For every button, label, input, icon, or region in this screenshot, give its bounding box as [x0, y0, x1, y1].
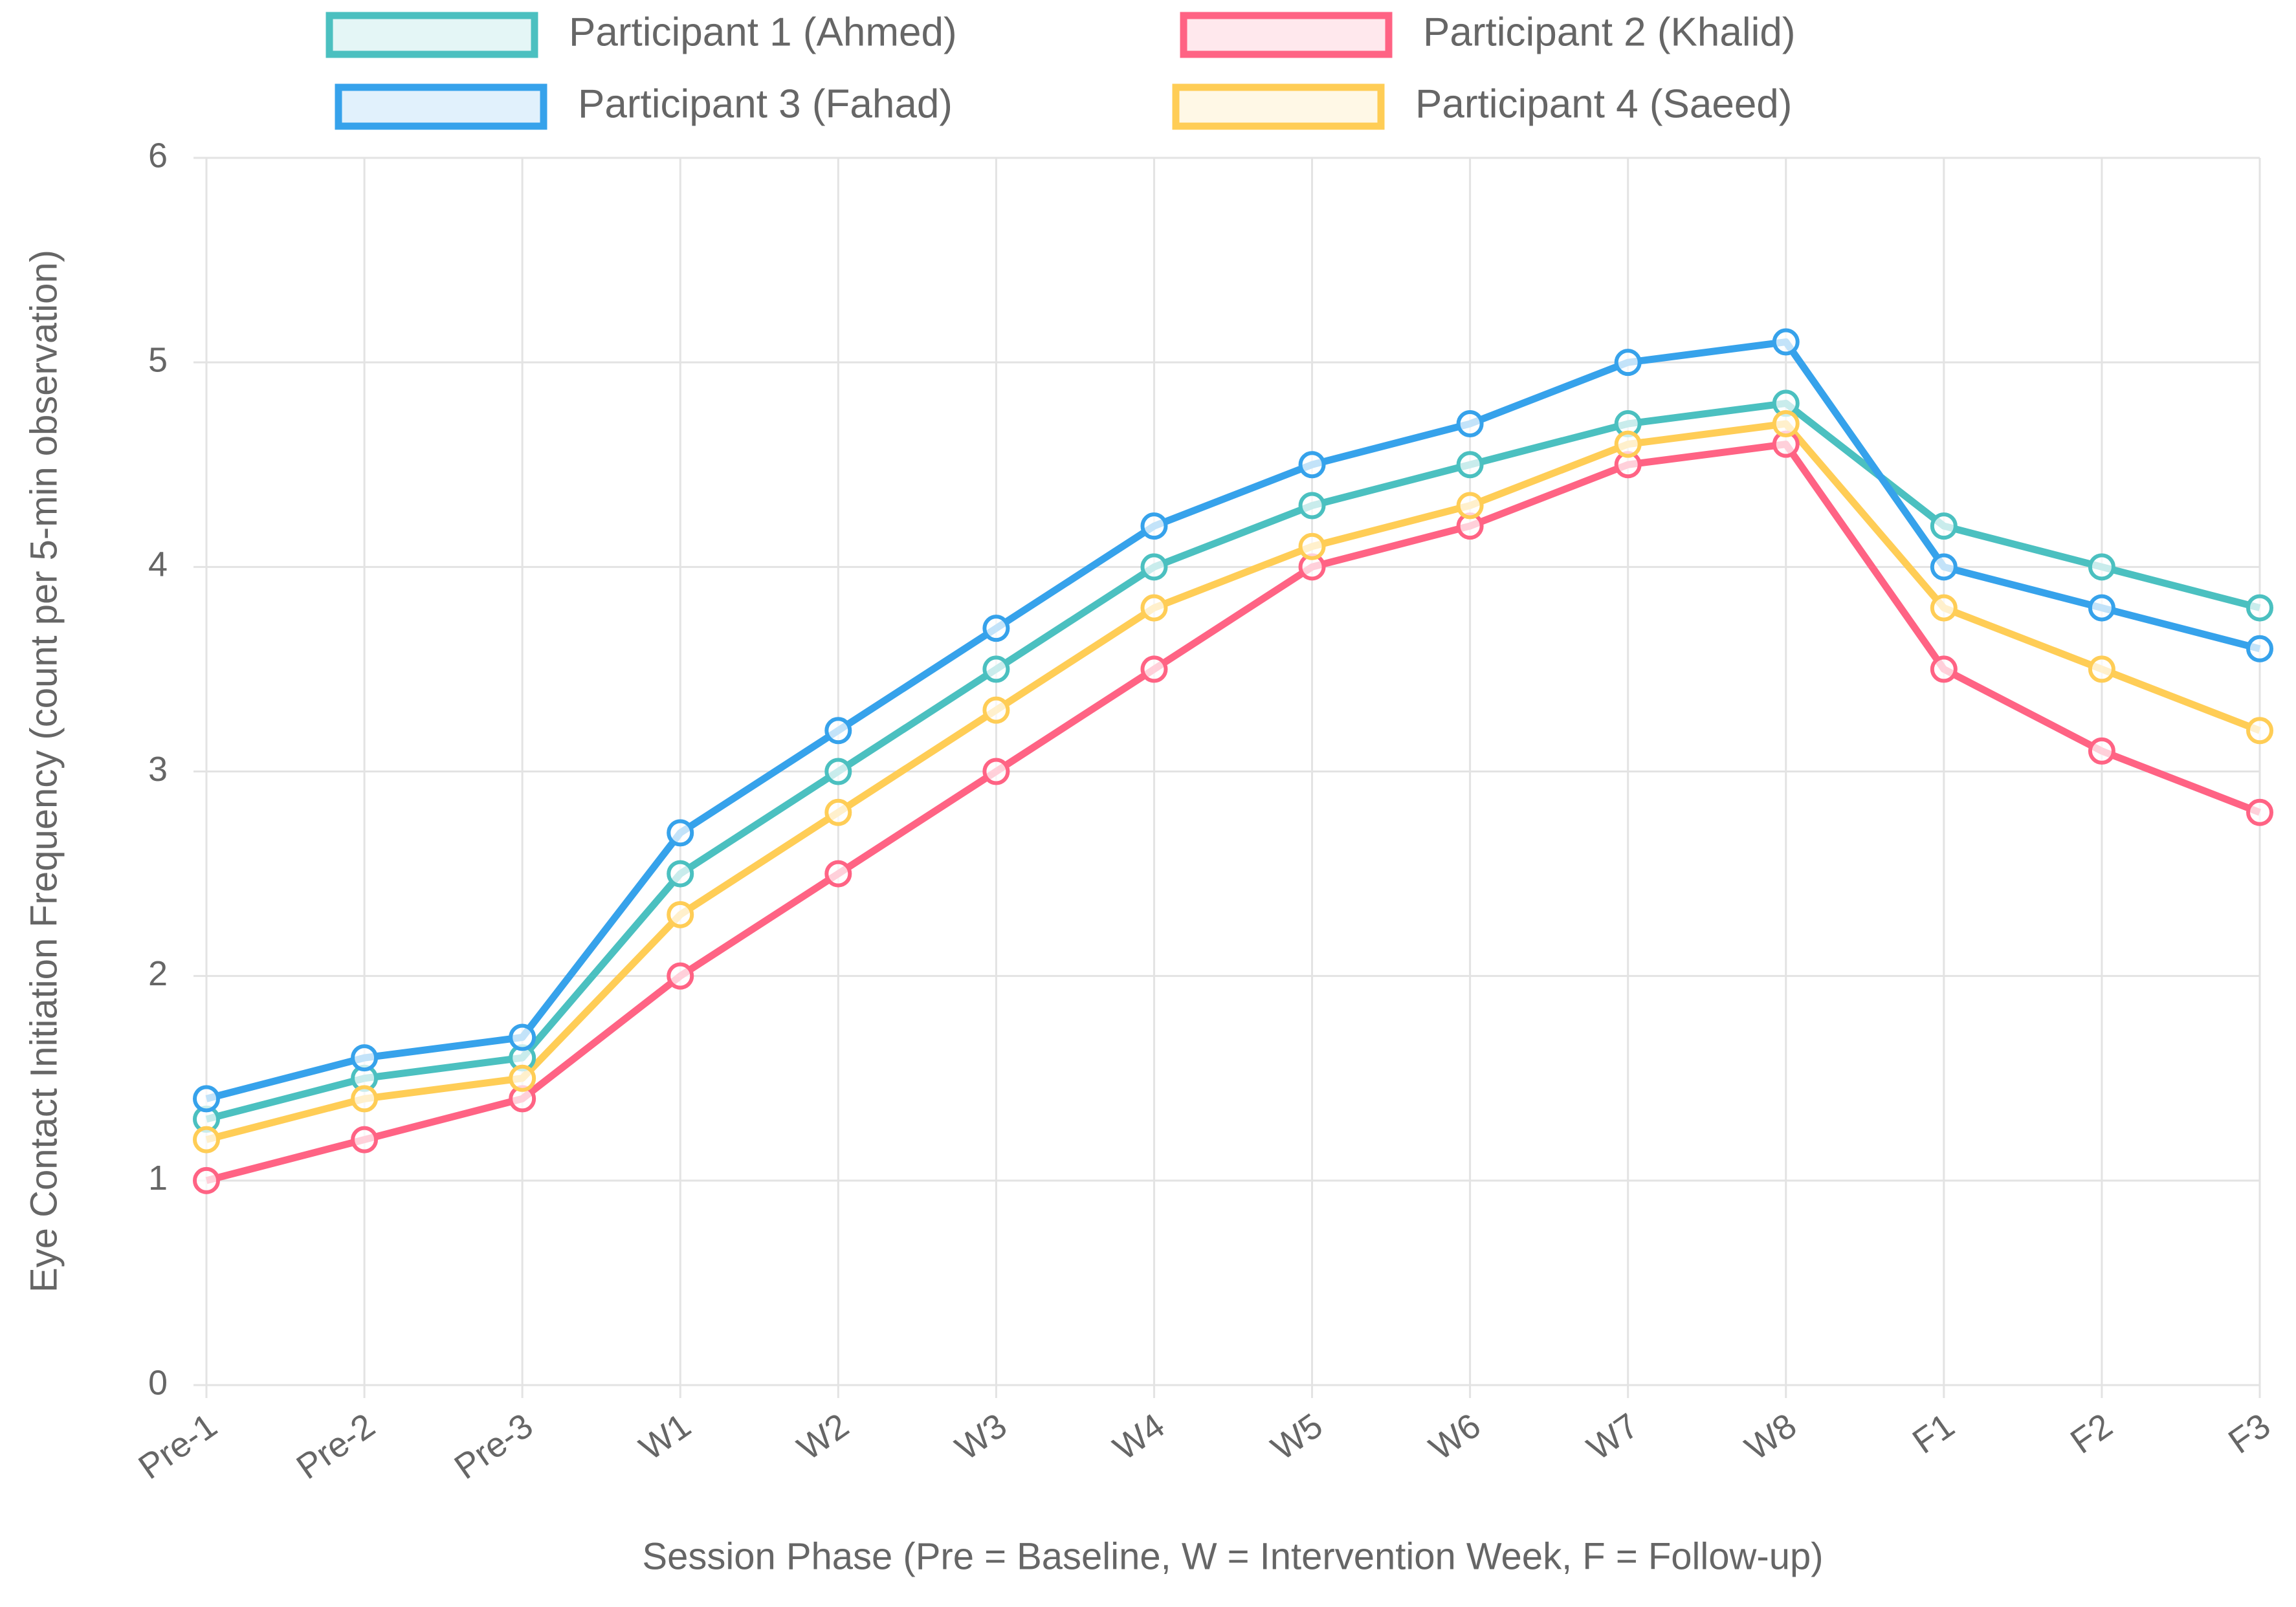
series-line: [205, 399, 2261, 1123]
data-point: [1772, 328, 1800, 356]
legend-swatch: [326, 12, 538, 58]
data-point: [2246, 635, 2273, 662]
data-point: [1930, 655, 1958, 683]
data-point: [193, 1166, 220, 1194]
x-tick-label: W2: [791, 1406, 856, 1468]
x-tick-label: F2: [2064, 1406, 2119, 1461]
legend-label: Participant 2 (Khalid): [1423, 10, 1796, 54]
y-tick-label: 5: [148, 340, 168, 379]
data-point: [509, 1064, 536, 1092]
x-tick-label: Pre-1: [131, 1406, 224, 1487]
data-point: [1614, 349, 1642, 377]
x-tick-label: W8: [1738, 1406, 1804, 1468]
data-point: [824, 860, 852, 888]
y-axis-title: Eye Contact Initiation Frequency (count …: [23, 250, 65, 1293]
x-tick-label: F3: [2222, 1406, 2277, 1461]
data-point: [2246, 594, 2273, 622]
data-point: [351, 1044, 379, 1072]
x-tick-label: Pre-3: [448, 1406, 540, 1487]
data-point: [1140, 553, 1168, 581]
legend-swatch: [1172, 83, 1385, 130]
data-point: [2088, 594, 2115, 622]
data-point: [982, 615, 1010, 642]
y-tick-label: 4: [148, 545, 168, 584]
y-tick-label: 2: [148, 954, 168, 993]
data-point: [2088, 553, 2115, 581]
legend-swatch: [1180, 12, 1393, 58]
x-tick-label: W5: [1264, 1406, 1330, 1468]
data-point: [1298, 451, 1326, 479]
legend-swatch: [335, 83, 547, 130]
x-tick-label: F1: [1906, 1406, 1961, 1461]
data-point: [1140, 655, 1168, 683]
data-point: [1930, 594, 1958, 622]
data-point: [667, 901, 694, 928]
data-point: [982, 696, 1010, 724]
data-point: [1140, 512, 1168, 540]
data-point: [667, 962, 694, 990]
data-point: [193, 1126, 220, 1153]
legend-label: Participant 3 (Fahad): [578, 82, 953, 126]
data-point: [1930, 553, 1958, 581]
data-point: [1456, 410, 1484, 438]
data-point: [2246, 798, 2273, 826]
data-point: [1140, 594, 1168, 622]
data-point: [824, 798, 852, 826]
x-tick-label: W4: [1107, 1406, 1172, 1468]
data-point: [667, 819, 694, 847]
data-point: [1456, 492, 1484, 519]
series-line: [205, 420, 2261, 1143]
data-point: [1298, 532, 1326, 560]
y-tick-label: 3: [148, 750, 168, 789]
data-point: [1456, 451, 1484, 479]
data-point: [982, 758, 1010, 785]
series-line: [205, 338, 2261, 1102]
data-point: [193, 1085, 220, 1113]
x-tick-label: Pre-2: [290, 1406, 382, 1487]
y-tick-label: 6: [148, 136, 168, 175]
data-point: [2246, 717, 2273, 745]
data-point: [1772, 410, 1800, 438]
y-tick-label: 1: [148, 1159, 168, 1197]
x-axis-title: Session Phase (Pre = Baseline, W = Inter…: [642, 1535, 1823, 1577]
x-tick-label: W7: [1580, 1406, 1646, 1468]
x-tick-label: W1: [633, 1406, 698, 1468]
y-tick-label: 0: [148, 1363, 168, 1402]
data-point: [824, 717, 852, 745]
data-point: [509, 1023, 536, 1051]
data-point: [351, 1126, 379, 1153]
data-point: [351, 1085, 379, 1113]
data-point: [2088, 737, 2115, 765]
data-point: [1298, 492, 1326, 519]
x-tick-label: W3: [949, 1406, 1014, 1468]
x-tick-label: W6: [1422, 1406, 1488, 1468]
data-point: [667, 860, 694, 888]
data-point: [1614, 430, 1642, 458]
data-point: [982, 655, 1010, 683]
legend-label: Participant 4 (Saeed): [1415, 82, 1792, 126]
series-line: [205, 441, 2261, 1185]
data-point: [824, 758, 852, 785]
data-point: [1930, 512, 1958, 540]
legend-label: Participant 1 (Ahmed): [569, 10, 957, 54]
data-point: [2088, 655, 2115, 683]
